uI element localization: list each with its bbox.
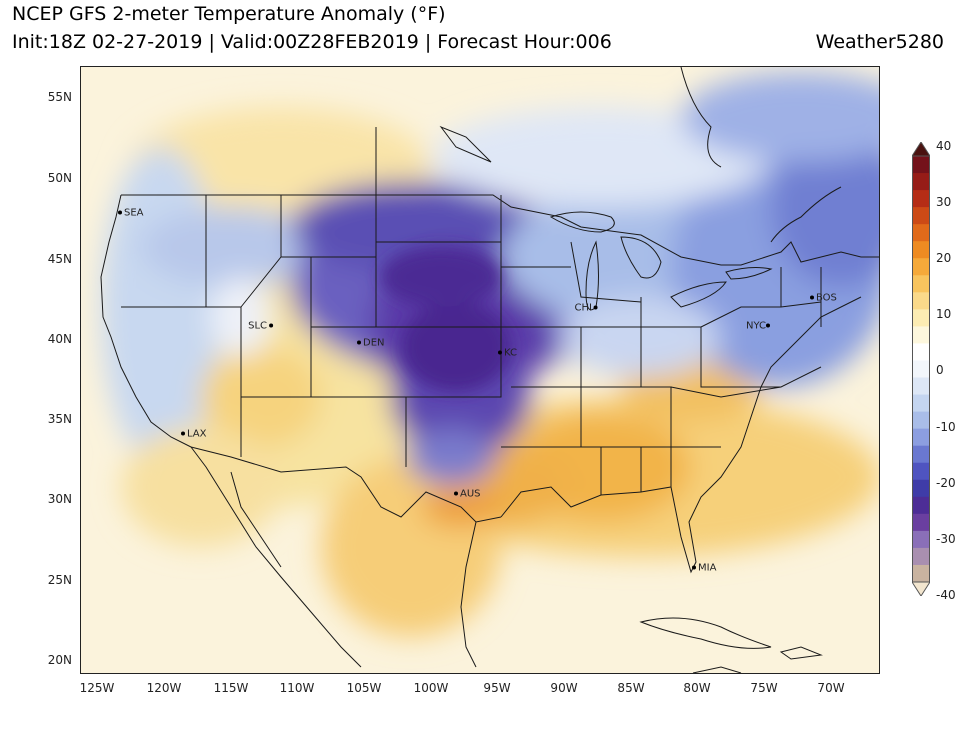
city-dot-icon: [692, 565, 696, 570]
city-label: NYC: [746, 320, 767, 332]
colorbar-min-cap: [912, 581, 930, 596]
lon-label: 70W: [817, 681, 845, 695]
colorbar-label: 10: [936, 307, 952, 321]
city-marker-kc: KC: [498, 348, 517, 359]
colorbar-swatch: [912, 173, 930, 191]
colorbar-swatch: [912, 292, 930, 310]
colorbar-swatch: [912, 564, 930, 583]
city-dot-icon: [269, 323, 273, 328]
city-dot-icon: [594, 305, 598, 310]
map-title: NCEP GFS 2-meter Temperature Anomaly (°F…: [12, 3, 446, 25]
city-label: CHI: [574, 302, 592, 314]
city-marker-aus: AUS: [454, 489, 481, 500]
great-lakes: [549, 211, 773, 311]
city-label: AUS: [460, 488, 481, 500]
lon-label: 105W: [346, 681, 382, 695]
map-subtitle: Init:18Z 02-27-2019 | Valid:00Z28FEB2019…: [12, 31, 612, 53]
city-dot-icon: [454, 491, 458, 496]
colorbar-swatch: [912, 156, 930, 174]
lat-label: 25N: [47, 573, 72, 587]
city-marker-mia: MIA: [692, 563, 716, 574]
city-label: SLC: [248, 320, 267, 332]
city-dot-icon: [181, 431, 185, 436]
colorbar-swatch: [912, 275, 930, 293]
colorbar-swatch: [912, 530, 930, 549]
colorbar-swatch: [912, 462, 930, 481]
colorbar-label: -40: [936, 588, 956, 602]
colorbar-swatch: [912, 377, 930, 396]
anomaly-map: [80, 66, 880, 674]
lon-label: 110W: [279, 681, 315, 695]
colorbar-swatch: [912, 343, 930, 361]
city-marker-bos: BOS: [810, 293, 837, 304]
colorbar-swatch: [912, 513, 930, 532]
colorbar-swatch: [912, 241, 930, 259]
lat-label: 20N: [47, 653, 72, 667]
boundaries: [100, 127, 879, 668]
lon-label: 115W: [213, 681, 249, 695]
city-marker-lax: LAX: [181, 429, 207, 440]
colorbar-swatch: [912, 360, 930, 379]
city-marker-sea: SEA: [118, 208, 144, 219]
colorbar-swatch: [912, 547, 930, 566]
colorbar-label: -20: [936, 476, 956, 490]
city-dot-icon: [766, 323, 771, 328]
colorbar-label: 30: [936, 195, 952, 209]
lon-label: 75W: [750, 681, 778, 695]
colorbar-label: -10: [936, 420, 956, 434]
city-label: MIA: [698, 562, 717, 574]
colorbar-swatch: [912, 258, 930, 276]
city-dot-icon: [810, 295, 814, 300]
city-marker-slc: SLC: [248, 321, 273, 332]
lon-label: 95W: [483, 681, 511, 695]
lat-label: 30N: [47, 492, 72, 506]
colorbar-swatch: [912, 207, 930, 225]
anomaly-core: [381, 247, 511, 392]
brand-label: Weather5280: [815, 31, 944, 53]
colorbar-swatch: [912, 428, 930, 447]
city-label: KC: [504, 347, 517, 359]
lon-label: 80W: [683, 681, 711, 695]
lon-label: 90W: [550, 681, 578, 695]
city-dot-icon: [498, 350, 502, 355]
city-marker-chi: CHI: [575, 303, 598, 314]
map-canvas: [81, 67, 879, 673]
lon-label: 85W: [617, 681, 645, 695]
colorbar-swatch: [912, 496, 930, 515]
colorbar-swatch: [912, 326, 930, 344]
lon-label: 120W: [146, 681, 182, 695]
lon-label: 125W: [79, 681, 115, 695]
city-label: BOS: [816, 292, 837, 304]
colorbar-label: 0: [936, 363, 944, 377]
lat-label: 50N: [47, 171, 72, 185]
lat-label: 55N: [47, 90, 72, 104]
caribbean: [639, 617, 823, 673]
city-dot-icon: [357, 340, 361, 345]
colorbar-swatch: [912, 394, 930, 413]
colorbar: [912, 142, 930, 596]
lat-label: 35N: [47, 412, 72, 426]
lon-label: 100W: [413, 681, 449, 695]
colorbar-max-cap: [912, 142, 930, 157]
city-dot-icon: [118, 210, 122, 215]
canada-coast: [439, 67, 842, 243]
colorbar-label: 20: [936, 251, 952, 265]
colorbar-swatch: [912, 224, 930, 242]
colorbar-swatch: [912, 445, 930, 464]
colorbar-label: 40: [936, 139, 952, 153]
lat-label: 40N: [47, 332, 72, 346]
city-marker-nyc: NYC: [746, 321, 772, 332]
colorbar-label: -30: [936, 532, 956, 546]
lat-label: 45N: [47, 252, 72, 266]
colorbar-swatch: [912, 190, 930, 208]
city-label: LAX: [187, 428, 207, 440]
city-label: SEA: [124, 207, 144, 219]
colorbar-swatch: [912, 411, 930, 430]
colorbar-swatch: [912, 479, 930, 498]
city-marker-den: DEN: [357, 338, 385, 349]
city-label: DEN: [363, 337, 385, 349]
colorbar-swatch: [912, 309, 930, 327]
